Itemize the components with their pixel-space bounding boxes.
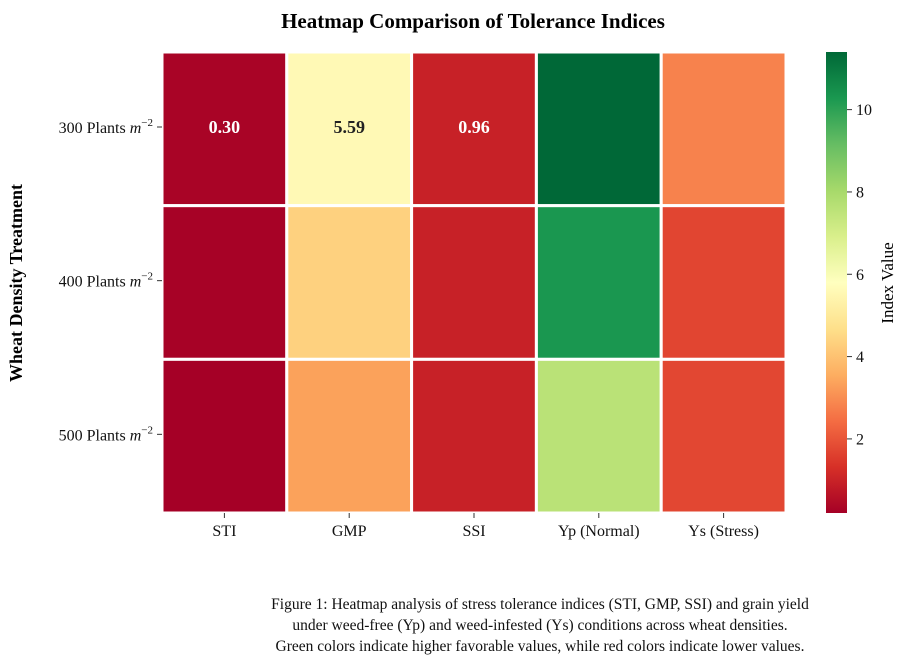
chart-title: Heatmap Comparison of Tolerance Indices xyxy=(281,9,665,33)
colorbar-label: Index Value xyxy=(878,242,897,323)
colorbar-tick-label: 8 xyxy=(856,184,864,201)
heatmap-cell xyxy=(659,50,788,208)
cell-annotation: 0.96 xyxy=(458,117,490,137)
heatmap-cell xyxy=(285,204,414,361)
cell-annotation: 0.30 xyxy=(209,117,241,137)
heatmap-cell xyxy=(410,204,538,361)
heatmap-cell xyxy=(534,204,663,361)
heatmap-cell xyxy=(160,50,289,208)
cell-annotation: 5.59 xyxy=(333,117,365,137)
y-tick-label: 500 Plants m−2 xyxy=(59,424,153,444)
x-tick-label: SSI xyxy=(462,523,485,540)
colorbar-ticks: 2 4 6 8 10 xyxy=(847,102,872,448)
heatmap-cell xyxy=(659,357,788,515)
y-tick-labels: 300 Plants m−2 400 Plants m−2 500 Plants m… xyxy=(59,117,162,444)
y-tick-label: 400 Plants m−2 xyxy=(59,271,153,291)
heatmap-cell xyxy=(160,357,289,515)
figure-caption: Figure 1: Heatmap analysis of stress tol… xyxy=(190,594,890,657)
heatmap-cell xyxy=(285,50,414,208)
y-tick-label: 300 Plants m−2 xyxy=(59,117,153,137)
x-tick-label: Ys (Stress) xyxy=(688,523,759,540)
caption-line: Figure 1: Heatmap analysis of stress tol… xyxy=(271,596,809,613)
heatmap-cell xyxy=(285,357,414,515)
heatmap-chart: Heatmap Comparison of Tolerance Indices … xyxy=(6,9,897,540)
heatmap-cell xyxy=(659,204,788,361)
heatmap-cell xyxy=(534,357,663,515)
caption-line: under weed-free (Yp) and weed-infested (… xyxy=(292,617,788,634)
colorbar-tick-label: 4 xyxy=(856,349,864,366)
x-tick-label: GMP xyxy=(332,523,367,540)
x-tick-label: Yp (Normal) xyxy=(558,523,640,540)
x-tick-label: STI xyxy=(212,523,236,540)
colorbar-tick-label: 6 xyxy=(856,267,864,284)
colorbar-tick-label: 2 xyxy=(856,431,864,448)
x-tick-labels: STI GMP SSI Yp (Normal) Ys (Stress) xyxy=(212,513,759,540)
colorbar xyxy=(826,52,847,513)
y-axis-label: Wheat Density Treatment xyxy=(6,184,26,382)
colorbar-tick-label: 10 xyxy=(856,102,872,119)
heatmap-cells: 0.30 5.59 0.96 xyxy=(160,50,788,515)
caption-line: Green colors indicate higher favorable v… xyxy=(275,638,805,655)
heatmap-cell xyxy=(410,357,538,515)
heatmap-cell xyxy=(534,50,663,208)
heatmap-cell xyxy=(160,204,289,361)
